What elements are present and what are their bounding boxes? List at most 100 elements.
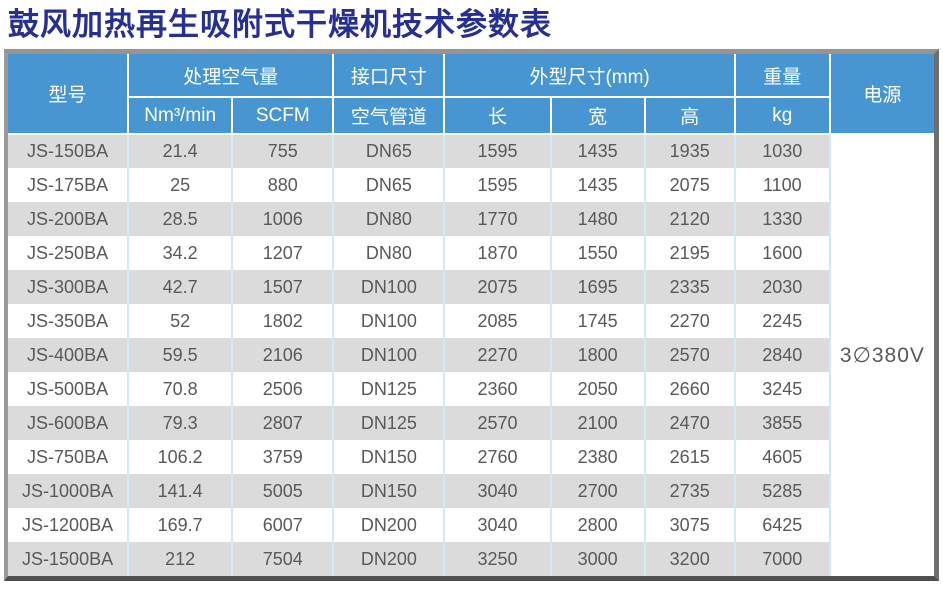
cell-kg: 2840 [733, 338, 830, 373]
cell-kg: 1600 [733, 236, 830, 271]
cell-scfm: 2807 [231, 406, 334, 441]
cell-kg: 7000 [733, 542, 830, 577]
cell-model: JS-1000BA [8, 474, 129, 509]
cell-model: JS-200BA [8, 202, 129, 237]
table-row: JS-400BA 59.5 2106 DN100 2270 1800 2570 2840 [8, 338, 934, 373]
cell-model: JS-500BA [8, 372, 129, 407]
cell-nm3: 21.4 [127, 134, 233, 169]
cell-model: JS-250BA [8, 236, 129, 271]
cell-pipe: DN80 [332, 202, 445, 237]
cell-nm3: 59.5 [127, 338, 233, 373]
cell-scfm: 2506 [231, 372, 334, 407]
cell-nm3: 70.8 [127, 372, 233, 407]
cell-nm3: 52 [127, 304, 233, 339]
table-row: JS-1200BA 169.7 6007 DN200 3040 2800 3075 6425 [8, 508, 934, 543]
cell-length: 1595 [443, 134, 551, 169]
cell-width: 1745 [549, 304, 645, 339]
cell-scfm: 880 [231, 168, 334, 203]
header-width: 宽 [549, 96, 646, 136]
cell-model: JS-1200BA [8, 508, 129, 543]
cell-length: 3040 [443, 508, 551, 543]
cell-nm3: 34.2 [127, 236, 233, 271]
cell-pipe: DN80 [332, 236, 445, 271]
cell-width: 3000 [549, 542, 645, 577]
cell-height: 2615 [643, 440, 735, 475]
table-body: JS-150BA 21.4 755 DN65 1595 1435 1935 1030 3∅380… [8, 134, 934, 577]
cell-kg: 3855 [733, 406, 830, 441]
cell-height: 2270 [643, 304, 735, 339]
cell-width: 1435 [549, 134, 645, 169]
page-title: 鼓风加热再生吸附式干燥机技术参数表 [8, 7, 552, 42]
header-dimensions-group: 外型尺寸(mm) [443, 54, 736, 99]
cell-height: 2075 [643, 168, 735, 203]
spec-table-frame: 型号 处理空气量 接口尺寸 外型尺寸(mm) 重量 电源 Nm³/min SCF… [4, 49, 939, 582]
cell-nm3: 79.3 [127, 406, 233, 441]
cell-width: 2800 [549, 508, 645, 543]
cell-width: 2700 [549, 474, 645, 509]
cell-scfm: 6007 [231, 508, 334, 543]
cell-height: 2335 [643, 270, 735, 305]
cell-scfm: 755 [231, 134, 334, 169]
cell-length: 2270 [443, 338, 551, 373]
cell-pipe: DN100 [332, 338, 445, 373]
cell-kg: 1030 [733, 134, 830, 169]
cell-scfm: 7504 [231, 542, 334, 577]
cell-width: 2050 [549, 372, 645, 407]
cell-nm3: 169.7 [127, 508, 233, 543]
table-row: JS-200BA 28.5 1006 DN80 1770 1480 2120 1330 [8, 202, 934, 237]
header-interface-group: 接口尺寸 [332, 54, 446, 99]
cell-length: 2075 [443, 270, 551, 305]
cell-length: 1870 [443, 236, 551, 271]
table-row: JS-350BA 52 1802 DN100 2085 1745 2270 2245 [8, 304, 934, 339]
table-row: JS-250BA 34.2 1207 DN80 1870 1550 2195 1600 [8, 236, 934, 271]
cell-model: JS-175BA [8, 168, 129, 203]
table-row: JS-150BA 21.4 755 DN65 1595 1435 1935 1030 3∅380… [8, 134, 934, 577]
cell-length: 1595 [443, 168, 551, 203]
cell-length: 2360 [443, 372, 551, 407]
cell-nm3: 106.2 [127, 440, 233, 475]
power-value-cell: 3∅380V [828, 134, 934, 577]
header-scfm-unit: SCFM [231, 96, 335, 136]
cell-width: 1800 [549, 338, 645, 373]
cell-scfm: 1507 [231, 270, 334, 305]
cell-height: 2735 [643, 474, 735, 509]
cell-nm3: 141.4 [127, 474, 233, 509]
cell-pipe: DN65 [332, 134, 445, 169]
cell-width: 2380 [549, 440, 645, 475]
cell-model: JS-350BA [8, 304, 129, 339]
header-kg-unit: kg [733, 96, 830, 136]
cell-scfm: 1207 [231, 236, 334, 271]
table-row: JS-750BA 106.2 3759 DN150 2760 2380 2615 4605 [8, 440, 934, 475]
table-row: JS-500BA 70.8 2506 DN125 2360 2050 2660 3245 [8, 372, 934, 407]
cell-kg: 1100 [733, 168, 830, 203]
cell-nm3: 25 [127, 168, 233, 203]
header-air-volume-group: 处理空气量 [127, 54, 335, 99]
cell-kg: 5285 [733, 474, 830, 509]
cell-pipe: DN100 [332, 270, 445, 305]
cell-model: JS-150BA [8, 134, 129, 169]
cell-width: 1435 [549, 168, 645, 203]
cell-model: JS-600BA [8, 406, 129, 441]
cell-kg: 3245 [733, 372, 830, 407]
cell-model: JS-300BA [8, 270, 129, 305]
cell-kg: 2245 [733, 304, 830, 339]
cell-kg: 4605 [733, 440, 830, 475]
cell-width: 1695 [549, 270, 645, 305]
header-row-groups: 型号 处理空气量 接口尺寸 外型尺寸(mm) 重量 电源 [8, 54, 934, 136]
cell-pipe: DN200 [332, 542, 445, 577]
cell-pipe: DN150 [332, 440, 445, 475]
table-row: JS-300BA 42.7 1507 DN100 2075 1695 2335 2030 [8, 270, 934, 305]
table-row: JS-1500BA 212 7504 DN200 3250 3000 3200 7000 [8, 542, 934, 577]
spec-table: 型号 处理空气量 接口尺寸 外型尺寸(mm) 重量 电源 Nm³/min SCF… [8, 54, 934, 577]
header-power: 电源 [828, 54, 934, 136]
cell-pipe: DN100 [332, 304, 445, 339]
cell-width: 1480 [549, 202, 645, 237]
cell-height: 2570 [643, 338, 735, 373]
cell-pipe: DN200 [332, 508, 445, 543]
cell-length: 2085 [443, 304, 551, 339]
header-length: 长 [443, 96, 552, 136]
cell-length: 2570 [443, 406, 551, 441]
cell-pipe: DN125 [332, 406, 445, 441]
cell-kg: 2030 [733, 270, 830, 305]
